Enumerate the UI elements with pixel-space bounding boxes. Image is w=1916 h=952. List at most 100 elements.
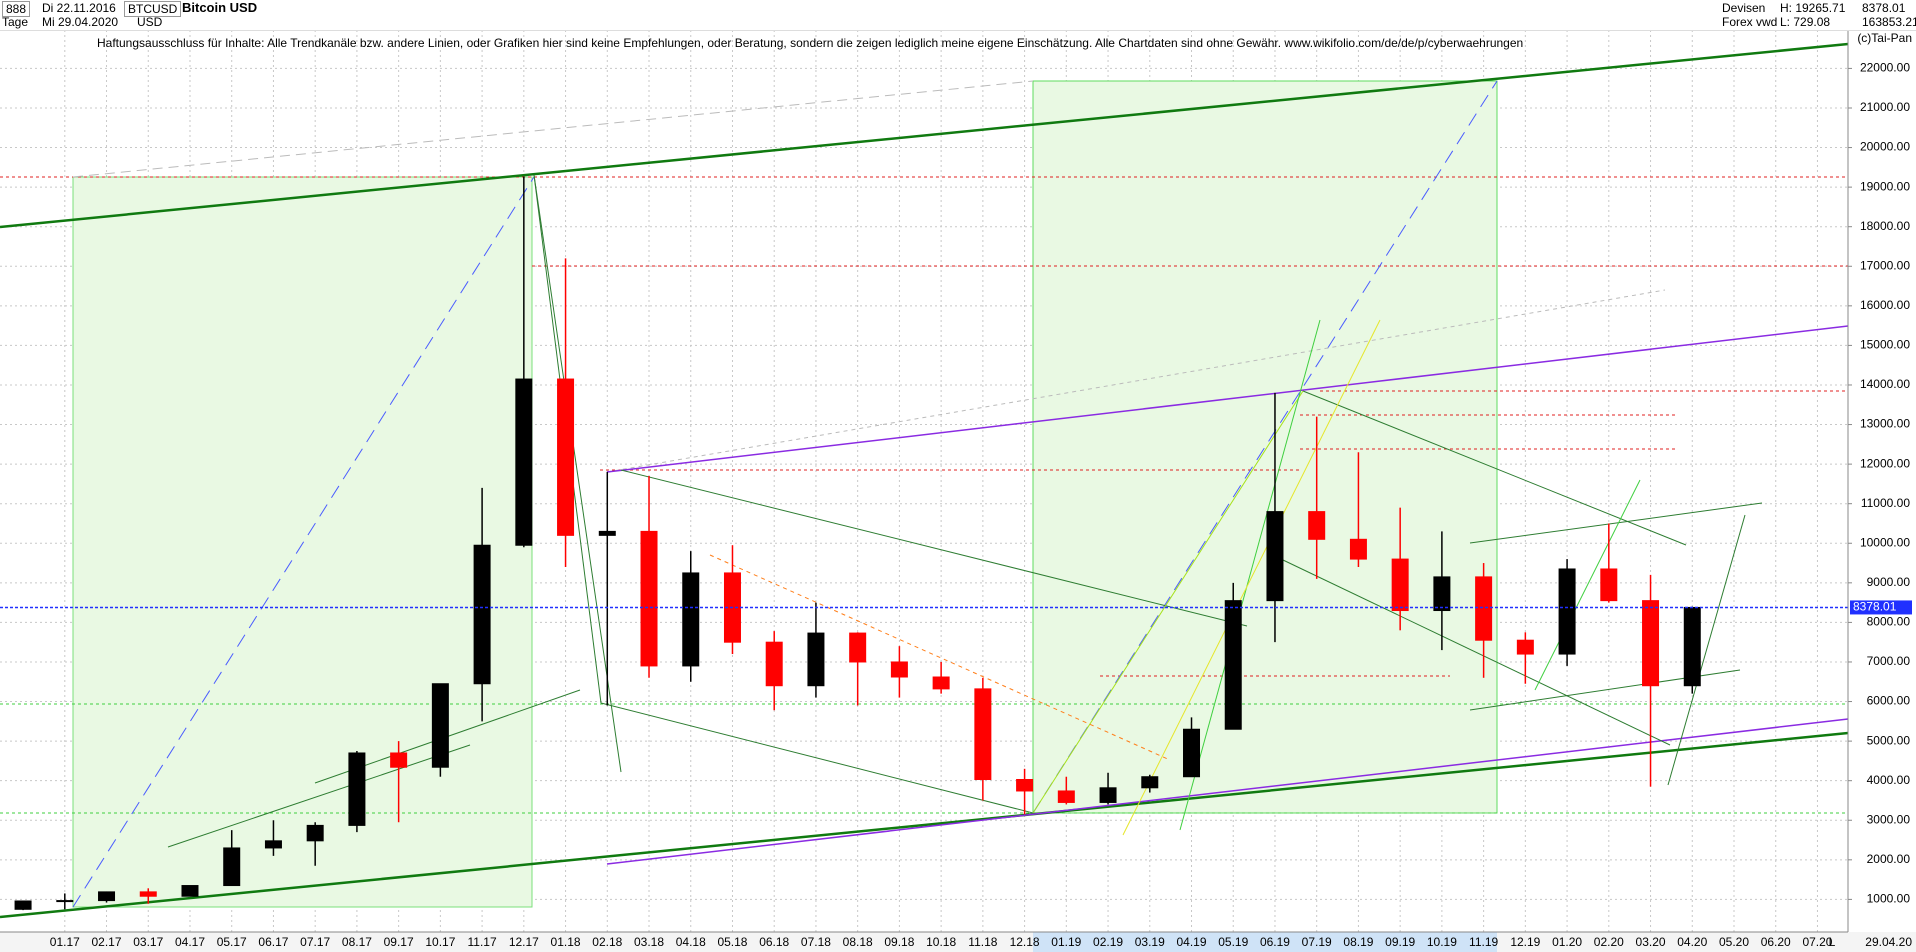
y-tick-label: 7000.00 — [1867, 654, 1911, 668]
trend-line — [606, 718, 1849, 865]
y-tick-label: 22000.00 — [1860, 61, 1910, 75]
candle-body — [807, 632, 825, 687]
x-tick-label: 09.17 — [384, 935, 414, 949]
candle-body — [14, 900, 32, 910]
candle-body — [1016, 778, 1034, 792]
x-tick-label: 08.18 — [843, 935, 873, 949]
candle-body — [974, 688, 992, 780]
axis-end: L — [1829, 935, 1836, 949]
candle-body — [431, 683, 449, 768]
x-tick-label: 12.19 — [1510, 935, 1540, 949]
y-tick-label: 21000.00 — [1860, 100, 1910, 114]
candle-body — [1516, 639, 1534, 655]
trend-line — [72, 176, 535, 908]
y-tick-label: 9000.00 — [1867, 575, 1911, 589]
candle-body — [1475, 576, 1493, 641]
market: Devisen — [1722, 1, 1766, 15]
trend-line — [600, 702, 1034, 814]
trend-line — [620, 469, 1248, 627]
x-tick-label: 10.18 — [926, 935, 956, 949]
drawings — [0, 42, 1849, 919]
current-price-box — [1850, 600, 1912, 615]
candle-body — [306, 824, 324, 842]
trend-line — [1179, 319, 1321, 831]
trend-line — [1032, 390, 1304, 814]
trend-line — [1122, 319, 1381, 836]
candle-body — [849, 632, 867, 663]
x-tick-label: 06.20 — [1761, 935, 1791, 949]
candles — [0, 176, 1848, 911]
candle-body — [264, 840, 282, 849]
candle-body — [1391, 558, 1409, 612]
y-tick-label: 14000.00 — [1860, 377, 1910, 391]
x-tick-label: 06.19 — [1260, 935, 1290, 949]
candle-body — [1600, 568, 1618, 602]
axes: 1000.00 2000.00 3000.00 4000.00 5000.00 6000.… — [50, 61, 1912, 949]
x-tick-label: 04.20 — [1677, 935, 1707, 949]
x-tick-label: 07.18 — [801, 935, 831, 949]
x-tick-label: 04.19 — [1176, 935, 1206, 949]
candle-body — [682, 572, 700, 667]
candle-body — [1183, 728, 1201, 778]
y-tick-label: 16000.00 — [1860, 298, 1910, 312]
x-tick-label: 11.18 — [968, 935, 997, 949]
trend-line — [0, 731, 1849, 919]
trend-line — [1667, 514, 1746, 786]
y-axis-area — [1848, 0, 1916, 952]
candle-body — [1099, 787, 1117, 803]
unit[interactable]: Tage — [2, 15, 29, 29]
code[interactable]: 888 — [2, 1, 31, 17]
candle-body — [1141, 776, 1159, 789]
trend-line — [0, 42, 1849, 229]
candle-body — [181, 885, 199, 897]
title: Bitcoin USD — [182, 0, 258, 15]
trend-line — [1282, 559, 1671, 746]
x-tick-label: 07.20 — [1802, 935, 1832, 949]
x-tick-label: 01.18 — [551, 935, 581, 949]
x-tick-label: 02.17 — [92, 935, 122, 949]
y-tick-label: 18000.00 — [1860, 219, 1910, 233]
y-tick-label: 12000.00 — [1860, 456, 1910, 470]
y-tick-label: 19000.00 — [1860, 179, 1910, 193]
trend-line — [167, 744, 471, 848]
x-tick-label: 08.19 — [1343, 935, 1373, 949]
x-tick-label: 04.18 — [676, 935, 706, 949]
x-tick-label: 01.20 — [1552, 935, 1582, 949]
trend-line — [1469, 502, 1763, 544]
x-tick-label: 03.19 — [1135, 935, 1165, 949]
candle-body — [1349, 538, 1367, 560]
y-tick-label: 5000.00 — [1867, 733, 1911, 747]
x-tick-label: 10.17 — [425, 935, 455, 949]
y-tick-label: 8000.00 — [1867, 615, 1911, 629]
y-tick-label: 13000.00 — [1860, 417, 1910, 431]
start-date: Di 22.11.2016 — [42, 1, 116, 15]
trend-line — [606, 325, 1849, 473]
disclaimer: Haftungsausschluss für Inhalte: Alle Tre… — [97, 36, 1524, 50]
candle-body — [139, 891, 157, 897]
y-tick-label: 3000.00 — [1867, 812, 1911, 826]
x-tick-label: 04.17 — [175, 935, 205, 949]
candle-body — [1308, 511, 1326, 540]
candle-body — [473, 544, 491, 685]
y-tick-label: 4000.00 — [1867, 773, 1911, 787]
source: Forex vwd — [1722, 15, 1778, 29]
candle-body — [890, 661, 908, 678]
candle-body — [1266, 511, 1284, 602]
low: L: 729.08 — [1780, 15, 1831, 29]
candle-body — [557, 378, 575, 536]
x-tick-label: 06.18 — [759, 935, 789, 949]
candle-body — [598, 530, 616, 536]
candle-body — [1433, 576, 1451, 612]
x-tick-label: 05.20 — [1719, 935, 1749, 949]
current-price-label: 8378.01 — [1853, 600, 1897, 614]
y-tick-label: 1000.00 — [1867, 892, 1911, 906]
x-tick-label: 11.19 — [1469, 935, 1498, 949]
candle-body — [1057, 790, 1075, 803]
x-tick-label: 05.19 — [1218, 935, 1248, 949]
x-tick-label: 11.17 — [468, 935, 497, 949]
end-date: Mi 29.04.2020 — [42, 15, 119, 29]
y-tick-label: 15000.00 — [1860, 338, 1910, 352]
candle-body — [223, 847, 241, 887]
y-tick-label: 17000.00 — [1860, 258, 1910, 272]
